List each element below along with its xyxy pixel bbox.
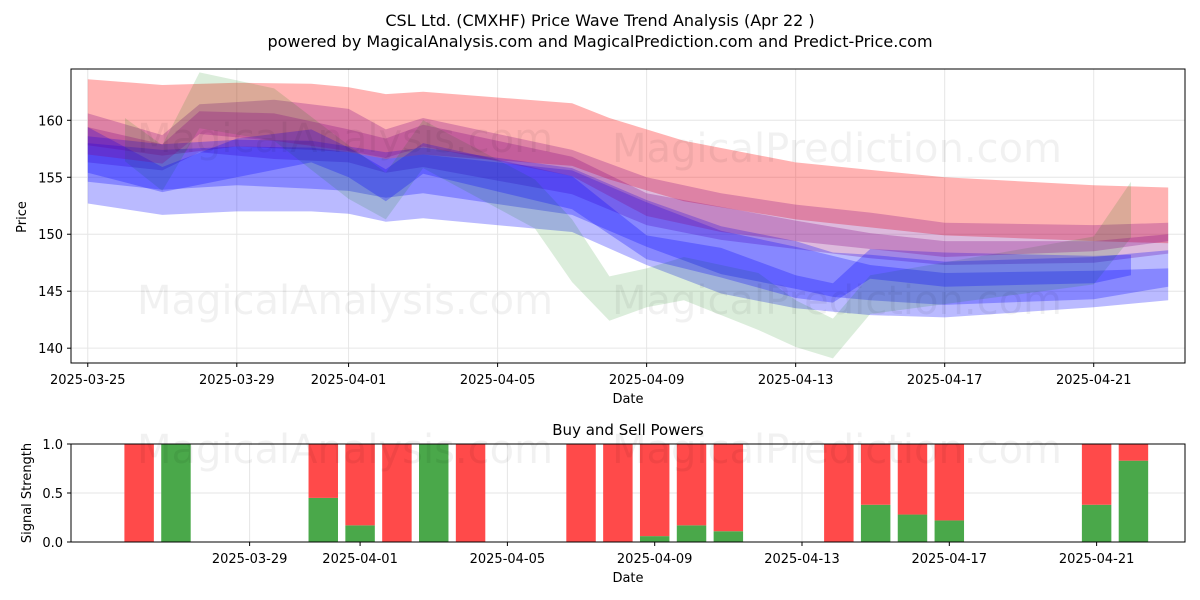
buy-bar xyxy=(161,444,191,542)
watermark-analysis-mid: MagicalAnalysis.com xyxy=(137,278,553,324)
price-y-tick-label: 145 xyxy=(38,285,63,300)
power-title: Buy and Sell Powers xyxy=(552,421,704,439)
power-x-tick-label: 2025-04-17 xyxy=(912,552,988,567)
price-x-label: Date xyxy=(612,392,643,407)
price-band-1 xyxy=(87,99,1169,265)
buy-bar xyxy=(934,520,965,542)
price-x-tick-label: 2025-04-17 xyxy=(907,373,983,388)
watermark-prediction-mid: MagicalPrediction.com xyxy=(612,278,1062,324)
price-x-tick-label: 2025-04-21 xyxy=(1056,373,1132,388)
price-y-ticks: 140 145 150 155 160 xyxy=(38,114,71,357)
buy-bar xyxy=(1118,460,1149,542)
power-panel: Buy and Sell Powers MagicalAnalysis.com … xyxy=(20,421,1186,586)
power-x-tick-label: 2025-04-05 xyxy=(470,552,546,567)
sell-bar xyxy=(345,444,375,526)
power-x-tick-label: 2025-04-01 xyxy=(322,552,398,567)
power-x-tick-label: 2025-03-29 xyxy=(212,552,288,567)
price-band-4 xyxy=(125,72,1131,359)
sell-bar xyxy=(1081,444,1112,505)
buy-bar xyxy=(860,504,891,542)
power-y-tick-label: 0.0 xyxy=(42,536,63,551)
chart-subtitle: powered by MagicalAnalysis.com and Magic… xyxy=(267,32,932,51)
watermark-prediction-top: MagicalPrediction.com xyxy=(612,126,1062,172)
buy-bar xyxy=(345,525,375,542)
power-y-label: Signal Strength xyxy=(20,443,35,543)
chart-title: CSL Ltd. (CMXHF) Price Wave Trend Analys… xyxy=(385,11,814,30)
sell-bar xyxy=(639,444,670,537)
power-y-tick-label: 1.0 xyxy=(42,438,63,453)
sell-bar xyxy=(824,444,854,542)
price-grid xyxy=(71,69,1185,363)
sell-bar xyxy=(566,444,596,542)
price-band-3 xyxy=(87,136,1169,305)
sell-bar xyxy=(603,444,633,542)
sell-bar xyxy=(897,444,928,515)
power-x-tick-label: 2025-04-13 xyxy=(764,552,840,567)
price-plot-area xyxy=(71,69,1185,363)
price-x-ticks: 2025-03-25 2025-03-29 2025-04-01 2025-04-05… xyxy=(50,363,1132,388)
power-bars xyxy=(124,444,1149,542)
buy-bar xyxy=(713,531,744,542)
price-y-label: Price xyxy=(15,201,30,233)
sell-bar xyxy=(676,444,707,526)
buy-bar xyxy=(308,497,338,542)
sell-bar xyxy=(124,444,154,542)
sell-bar xyxy=(308,444,338,498)
price-y-tick-label: 150 xyxy=(38,228,63,243)
watermark-analysis-top: MagicalAnalysis.com xyxy=(137,116,553,162)
power-x-label: Date xyxy=(612,571,643,586)
price-bands xyxy=(87,72,1169,359)
watermark-analysis-bottom: MagicalAnalysis.com xyxy=(137,427,553,473)
price-panel: MagicalAnalysis.com MagicalPrediction.co… xyxy=(15,68,1186,407)
sell-bar xyxy=(1118,444,1149,461)
sell-bar xyxy=(382,444,412,542)
power-x-tick-label: 2025-04-21 xyxy=(1059,552,1135,567)
power-x-ticks: 2025-03-29 2025-04-01 2025-04-05 2025-04-09… xyxy=(212,542,1135,567)
buy-bar xyxy=(639,536,670,542)
price-x-tick-label: 2025-03-25 xyxy=(50,373,126,388)
price-band-5 xyxy=(87,127,1131,303)
watermark-prediction-bottom: MagicalPrediction.com xyxy=(612,427,1062,473)
buy-bar xyxy=(419,444,449,542)
sell-bar xyxy=(860,444,891,505)
price-y-tick-label: 160 xyxy=(38,114,63,129)
buy-bar xyxy=(897,514,928,542)
price-y-tick-label: 155 xyxy=(38,171,63,186)
power-y-ticks: 0.0 0.5 1.0 xyxy=(42,438,71,551)
price-frame xyxy=(70,68,1186,364)
price-y-tick-label: 140 xyxy=(38,342,63,357)
sell-bar xyxy=(713,444,744,532)
power-y-tick-label: 0.5 xyxy=(42,487,63,502)
sell-bar xyxy=(934,444,965,521)
price-band-6 xyxy=(87,111,1169,257)
buy-bar xyxy=(676,525,707,542)
buy-bar xyxy=(1081,504,1112,542)
price-x-tick-label: 2025-04-05 xyxy=(460,373,536,388)
power-x-tick-label: 2025-04-09 xyxy=(617,552,693,567)
price-x-tick-label: 2025-04-09 xyxy=(609,373,685,388)
price-x-tick-label: 2025-04-13 xyxy=(758,373,834,388)
price-x-tick-label: 2025-04-01 xyxy=(311,373,387,388)
price-band-2 xyxy=(87,143,1169,318)
sell-bar xyxy=(455,444,486,542)
price-band-0 xyxy=(87,79,1169,244)
price-x-tick-label: 2025-03-29 xyxy=(199,373,275,388)
